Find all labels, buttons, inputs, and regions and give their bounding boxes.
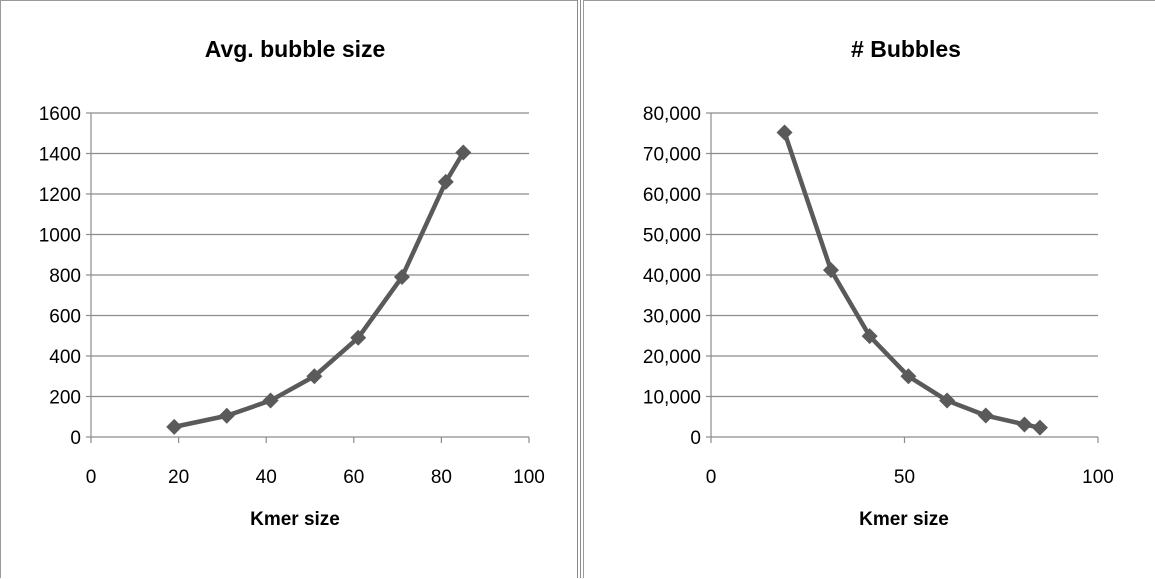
y-tick-label: 30,000 xyxy=(643,307,701,328)
y-tick-label: 1400 xyxy=(39,145,81,166)
y-tick-label: 0 xyxy=(690,428,701,449)
y-tick-label: 200 xyxy=(49,388,81,409)
data-point-marker xyxy=(977,407,994,424)
x-tick-label: 40 xyxy=(256,467,277,488)
y-tick-label: 1600 xyxy=(39,104,81,125)
data-point-marker xyxy=(306,368,323,385)
y-tick-label: 400 xyxy=(49,347,81,368)
data-point-marker xyxy=(166,418,183,435)
y-tick-label: 1200 xyxy=(39,185,81,206)
series-line xyxy=(173,151,466,430)
data-point-marker xyxy=(437,173,454,190)
data-point-marker xyxy=(1016,416,1033,433)
chart-title: Avg. bubble size xyxy=(205,36,386,62)
chart-panel-avg-bubble-size: Avg. bubble size 0 200 400 600 800 1000 1200 140… xyxy=(0,0,577,578)
chart-title: # Bubbles xyxy=(851,36,961,62)
y-tick-label: 70,000 xyxy=(643,145,701,166)
data-point-marker xyxy=(1031,419,1048,436)
data-point-marker xyxy=(861,328,878,345)
y-tick-label: 0 xyxy=(70,428,81,449)
data-point-marker xyxy=(939,392,956,409)
y-tick-label: 600 xyxy=(49,307,81,328)
y-tick-label: 800 xyxy=(49,266,81,287)
data-point-marker xyxy=(776,124,793,141)
x-tick-label: 100 xyxy=(1082,467,1114,488)
y-tick-label: 80,000 xyxy=(643,104,701,125)
data-point-marker xyxy=(218,407,235,424)
data-point-marker xyxy=(350,329,367,346)
data-point-marker xyxy=(900,368,917,385)
x-tick-label: 20 xyxy=(168,467,189,488)
panel-divider xyxy=(580,0,581,578)
y-tick-label: 10,000 xyxy=(643,388,701,409)
data-point-marker xyxy=(262,392,279,409)
x-tick-label: 100 xyxy=(513,467,545,488)
x-tick-label: 50 xyxy=(894,467,915,488)
x-tick-label: 0 xyxy=(706,467,717,488)
chart-avg-bubble-size: Avg. bubble size020040060080010001200140… xyxy=(39,36,545,530)
data-point-marker xyxy=(822,262,839,279)
y-tick-label: 20,000 xyxy=(643,347,701,368)
y-tick-label: 50,000 xyxy=(643,226,701,247)
x-tick-label: 0 xyxy=(86,467,97,488)
x-axis-label: Kmer size xyxy=(250,509,340,530)
y-tick-label: 1000 xyxy=(39,226,81,247)
x-tick-label: 60 xyxy=(343,467,364,488)
chart-panel-num-bubbles: # Bubbles 0 10,000 20,000 30,000 40,000 50,000… xyxy=(583,0,1155,578)
panel-divider xyxy=(577,0,578,578)
y-tick-label: 60,000 xyxy=(643,185,701,206)
x-axis-label: Kmer size xyxy=(859,509,949,530)
data-point-marker xyxy=(455,144,472,161)
series-line xyxy=(782,131,1041,430)
data-point-marker xyxy=(393,269,410,286)
y-tick-label: 40,000 xyxy=(643,266,701,287)
x-tick-label: 80 xyxy=(431,467,452,488)
chart-num-bubbles: # Bubbles 0 10,000 20,000 30,000 40,000 50,000… xyxy=(643,36,1114,530)
